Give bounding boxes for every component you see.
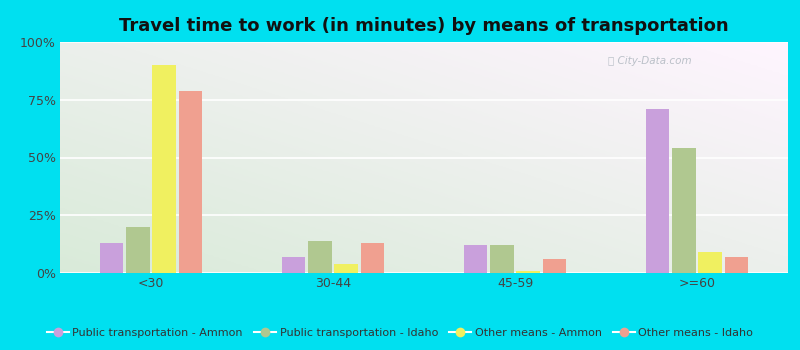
Title: Travel time to work (in minutes) by means of transportation: Travel time to work (in minutes) by mean… — [119, 17, 729, 35]
Bar — [282, 257, 306, 273]
Bar — [361, 243, 385, 273]
Bar — [99, 243, 123, 273]
Bar — [178, 91, 202, 273]
Bar — [646, 109, 670, 273]
Bar — [463, 245, 487, 273]
Bar — [308, 241, 332, 273]
Bar — [698, 252, 722, 273]
Bar — [516, 271, 540, 273]
Bar — [126, 227, 150, 273]
Bar — [490, 245, 514, 273]
Bar — [152, 65, 176, 273]
Legend: Public transportation - Ammon, Public transportation - Idaho, Other means - Ammo: Public transportation - Ammon, Public tr… — [42, 324, 758, 343]
Bar — [672, 148, 696, 273]
Text: Ⓢ City-Data.com: Ⓢ City-Data.com — [608, 56, 692, 66]
Bar — [725, 257, 749, 273]
Bar — [542, 259, 566, 273]
Bar — [334, 264, 358, 273]
